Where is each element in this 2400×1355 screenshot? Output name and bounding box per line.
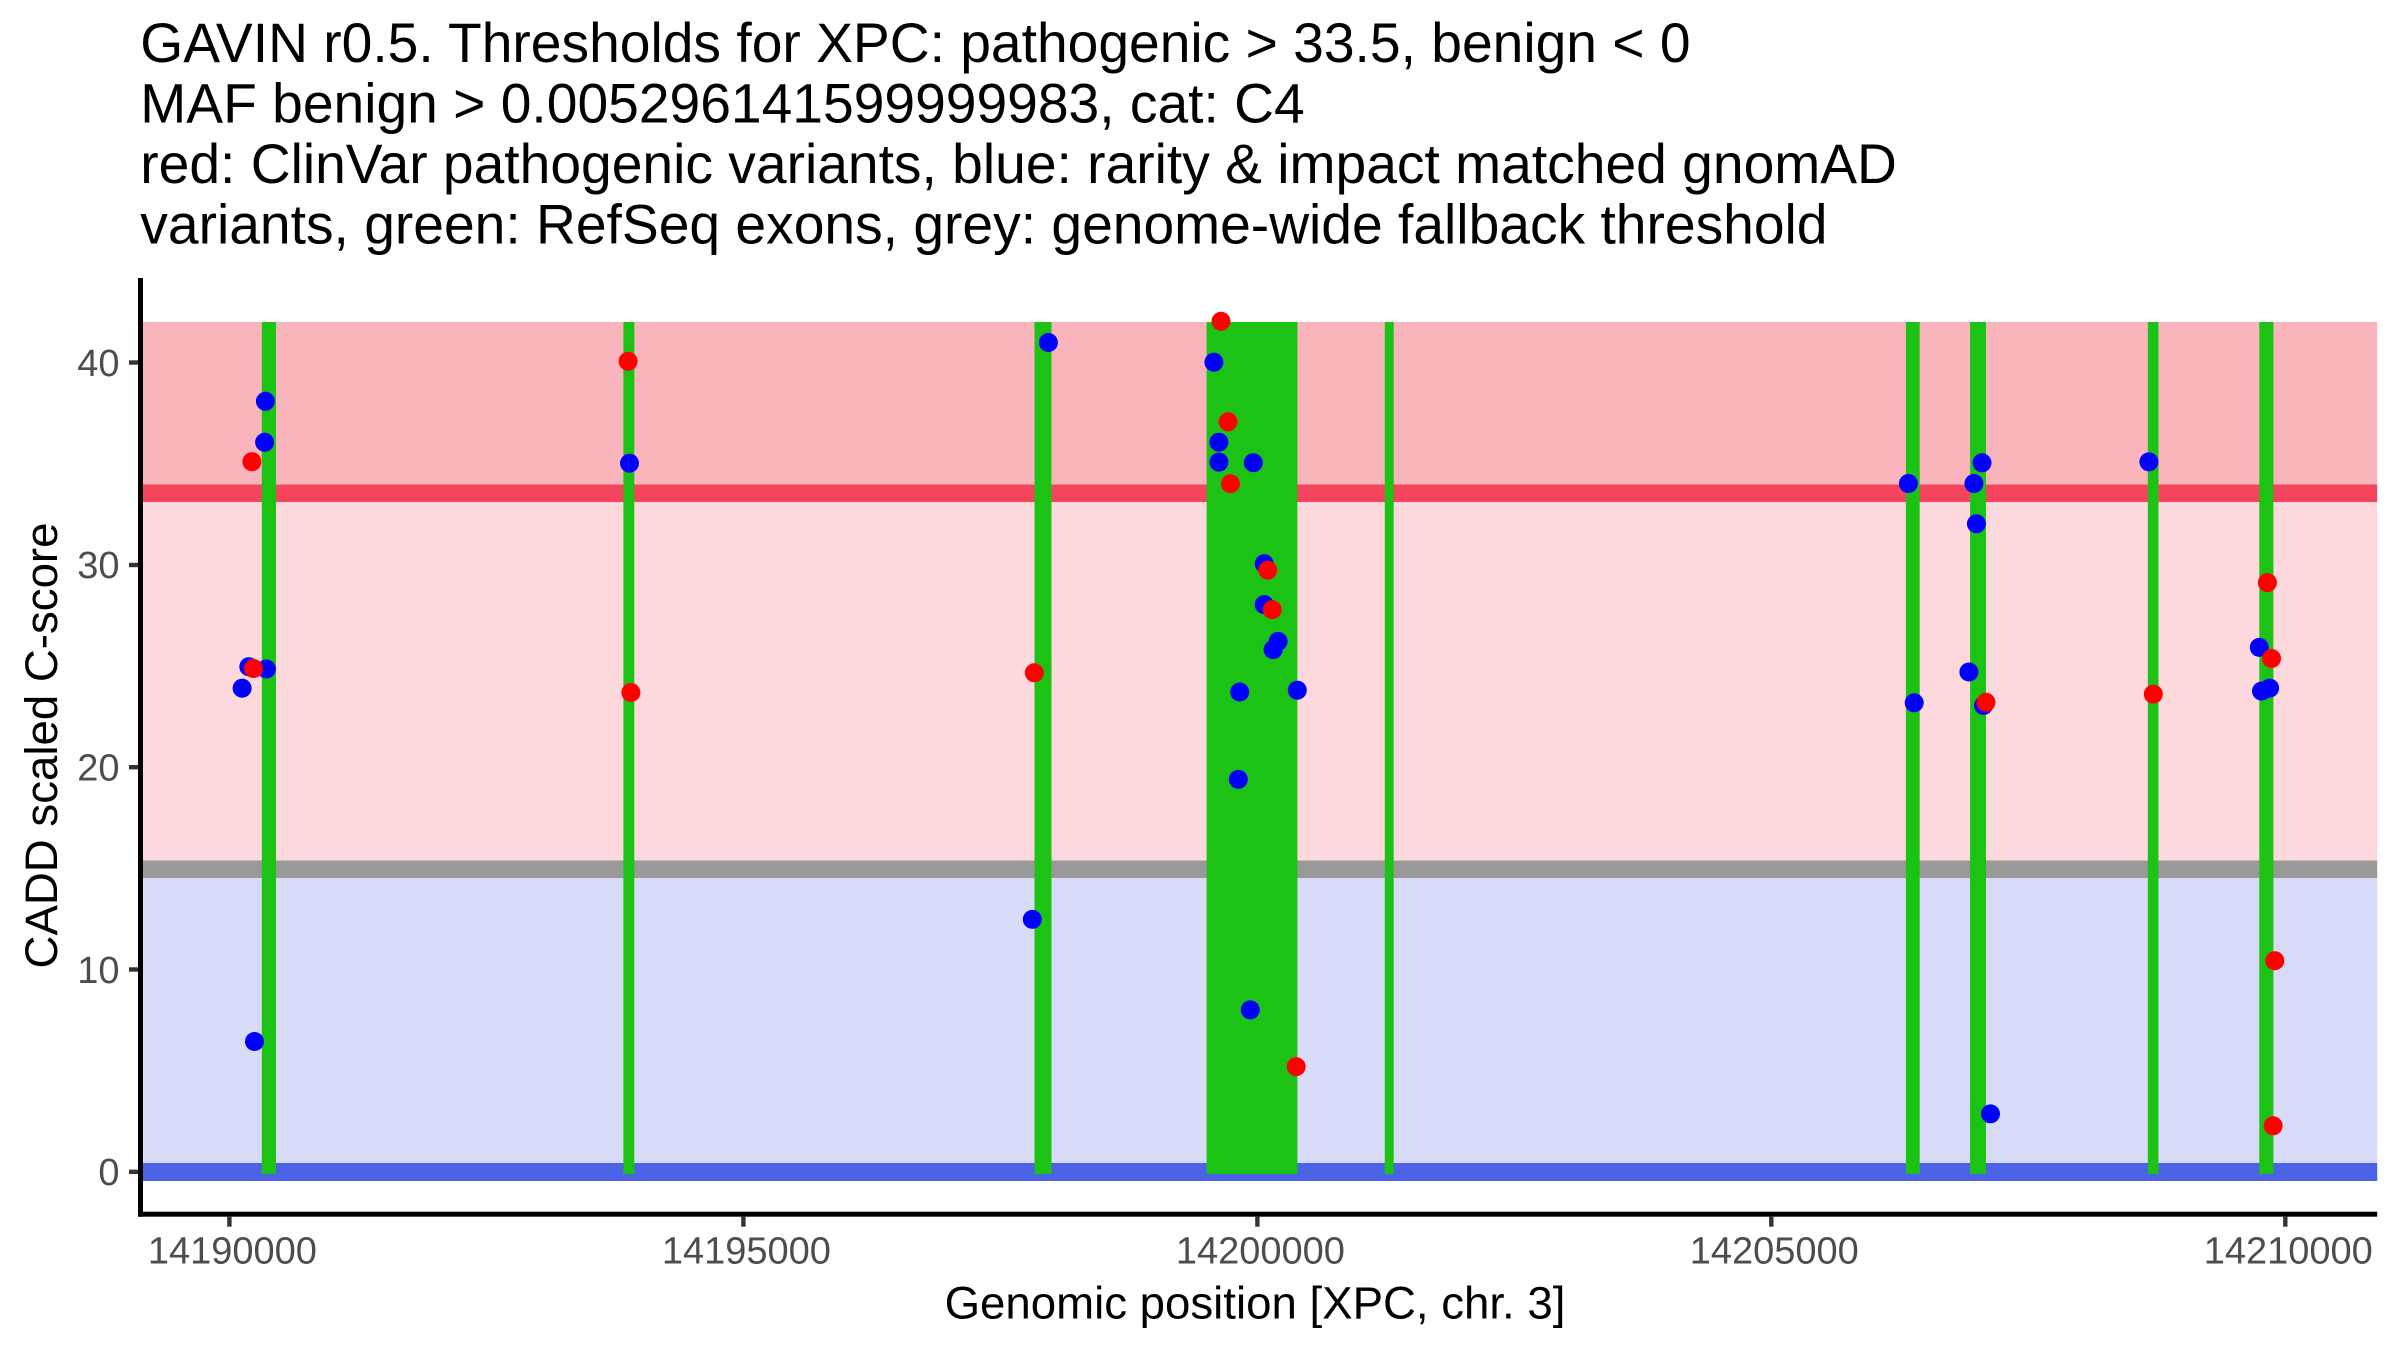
svg-text:0: 0 <box>98 1152 119 1194</box>
svg-text:14190000: 14190000 <box>148 1230 317 1272</box>
svg-text:30: 30 <box>77 545 119 587</box>
svg-text:14210000: 14210000 <box>2204 1230 2373 1272</box>
svg-text:GAVIN r0.5. Thresholds for XPC: GAVIN r0.5. Thresholds for XPC: pathogen… <box>140 12 1690 74</box>
svg-text:CADD scaled C-score: CADD scaled C-score <box>16 523 67 969</box>
svg-text:MAF benign > 0.005296141599999: MAF benign > 0.005296141599999983, cat: … <box>140 72 1304 134</box>
svg-text:14195000: 14195000 <box>662 1230 831 1272</box>
svg-text:red: ClinVar pathogenic varian: red: ClinVar pathogenic variants, blue: … <box>140 133 1897 195</box>
svg-text:Genomic position [XPC, chr. 3]: Genomic position [XPC, chr. 3] <box>945 1277 1566 1328</box>
svg-text:variants, green: RefSeq exons,: variants, green: RefSeq exons, grey: gen… <box>140 193 1827 255</box>
svg-text:10: 10 <box>77 950 119 992</box>
svg-text:20: 20 <box>77 748 119 790</box>
svg-text:14205000: 14205000 <box>1690 1230 1859 1272</box>
svg-text:14200000: 14200000 <box>1176 1230 1345 1272</box>
svg-text:40: 40 <box>77 343 119 385</box>
